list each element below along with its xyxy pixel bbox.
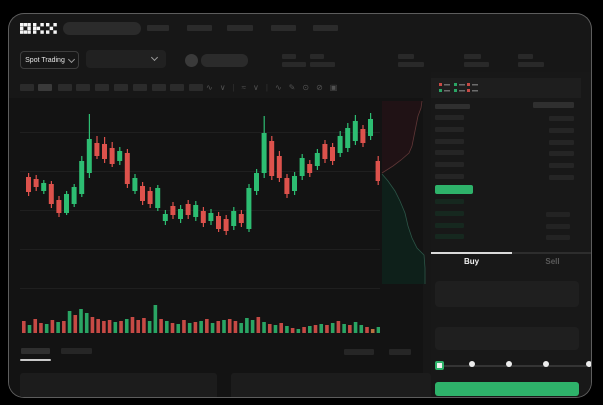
chevron-down-icon[interactable]: ∨ [219,82,226,92]
amount-slider-track[interactable] [441,365,587,367]
sell-tab-indicator [512,252,591,254]
settings-icon[interactable]: ⊘ [316,82,323,92]
indicator-compare-icon[interactable]: ≈ [241,82,247,92]
chart-pane-background [9,98,423,397]
ticker-stat-bar [282,54,296,59]
bottom-tab[interactable] [61,348,92,354]
bid-amount-bar [546,224,570,229]
bid-price-bar[interactable] [435,234,464,239]
bid-price-bar[interactable] [435,211,464,216]
spot-trading-label: Spot Trading [25,56,65,64]
bottom-panel [231,373,431,397]
orderbook-header-bar [435,104,470,109]
bid-price-bar[interactable] [435,199,464,204]
bid-amount-bar [546,212,570,217]
bid-amount-bar [546,235,570,240]
price-input[interactable] [435,281,579,307]
ticker-stat-bar [282,62,306,67]
orderbook-mode-bids-icon[interactable] [454,83,465,93]
bid-price-bar[interactable] [435,223,464,228]
timeframe-button[interactable] [170,84,184,91]
ask-amount-bar [549,116,574,121]
ask-price-bar[interactable] [435,139,464,144]
timeframe-button[interactable] [95,84,109,91]
search-input[interactable] [63,22,141,35]
ticker-stat-bar [398,54,414,59]
ask-price-bar[interactable] [435,127,464,132]
nav-item[interactable] [271,25,296,31]
orderbook-mode-asks-icon[interactable] [467,83,478,93]
amount-input[interactable] [435,327,579,350]
slider-step-dot[interactable] [586,361,591,367]
slider-step-dot[interactable] [469,361,475,367]
last-price-bar [435,185,473,194]
spot-trading-dropdown[interactable]: Spot Trading [20,51,79,69]
timeframe-button[interactable] [76,84,90,91]
nav-item[interactable] [313,25,338,31]
orderbook-mode-both-icon[interactable] [439,83,450,93]
tab-sell[interactable]: Sell [545,257,560,266]
buy-tab-indicator [431,252,512,254]
ticker-stat-bar [464,54,481,59]
timeframe-button[interactable] [20,84,34,91]
timeframe-button[interactable] [133,84,147,91]
pair-avatar [185,54,198,67]
ask-amount-bar [549,128,574,133]
ticker-stat-bar [310,62,335,67]
slider-step-dot[interactable] [543,361,549,367]
toolbar-divider: | [265,82,268,92]
ticker-stat-bar [518,54,533,59]
chevron-down-icon [67,55,75,63]
slider-step-dot[interactable] [506,361,512,367]
ask-price-bar[interactable] [435,150,464,155]
indicator-wave-icon[interactable]: ∿ [206,82,213,92]
timeframe-button[interactable] [114,84,128,91]
bottom-panel [20,373,217,397]
ask-amount-bar [549,151,574,156]
chevron-down-icon[interactable]: ∨ [253,82,259,92]
ask-amount-bar [549,163,574,168]
bottom-right-control[interactable] [344,349,374,355]
line-tool-icon[interactable]: ∿ [274,82,282,92]
pair-selector-dropdown[interactable] [86,50,166,68]
orderbook-header-bar [533,102,574,108]
okx-logo [20,23,57,34]
ticker-stat-bar [518,62,544,67]
active-tab-underline [20,359,51,361]
ticker-stat-bar [398,62,424,67]
nav-item[interactable] [187,25,212,31]
timeframe-button[interactable] [189,84,203,91]
ticker-stat-bar [310,54,324,59]
nav-item[interactable] [227,25,253,31]
draw-tool-icon[interactable]: ✎ [288,82,296,92]
chevron-down-icon [150,53,159,62]
ask-amount-bar [549,175,574,180]
chart-toolbar: ∿ ∨ | ≈ ∨ | ∿ ✎ ⊙ ⊘ ▣ [206,80,337,94]
bottom-right-control[interactable] [389,349,411,355]
ask-amount-bar [549,140,574,145]
fullscreen-icon[interactable]: ▣ [329,82,338,92]
buy-button[interactable] [435,382,579,396]
camera-icon[interactable]: ⊙ [302,82,310,92]
amount-slider-handle[interactable] [435,361,444,370]
ask-price-bar[interactable] [435,162,464,167]
header-action-button[interactable] [201,54,248,67]
ask-price-bar[interactable] [435,115,464,120]
tab-buy[interactable]: Buy [463,257,480,266]
nav-item[interactable] [147,25,169,31]
toolbar-divider: | [232,82,235,92]
timeframe-button[interactable] [152,84,166,91]
timeframe-button[interactable] [58,84,72,91]
app-window: Spot Trading ∿ ∨ | ≈ ∨ | ∿ ✎ ⊙ ⊘ ▣ Buy Sell [8,13,592,398]
ticker-stat-bar [464,62,489,67]
ask-price-bar[interactable] [435,174,464,179]
timeframe-button[interactable] [38,84,52,91]
depth-chart [381,100,426,284]
bottom-tab[interactable] [21,348,50,354]
candlestick-chart[interactable] [20,98,380,341]
